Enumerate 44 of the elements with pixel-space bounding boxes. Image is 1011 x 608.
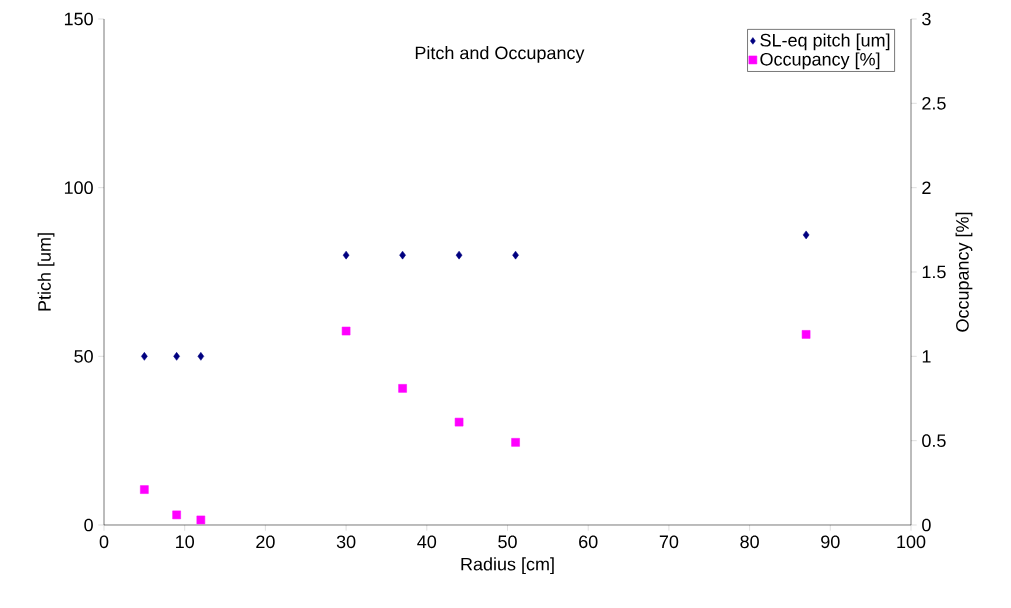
x-tick-label: 70 <box>659 535 679 549</box>
x-tick-label: 0 <box>99 535 109 549</box>
x-axis-title: Radius [cm] <box>461 557 554 575</box>
y2-tick-label: 3 <box>922 12 931 26</box>
point <box>455 250 463 260</box>
point <box>341 326 351 336</box>
x-tick-label: 60 <box>579 535 598 549</box>
x-tick-label: 30 <box>336 535 356 549</box>
y2-axis-title: Occupancy [%] <box>955 212 973 332</box>
point <box>172 510 181 520</box>
point <box>173 352 180 361</box>
y-axis-title: Ptich [um] <box>37 233 55 311</box>
x-tick-label: 90 <box>821 535 840 549</box>
point <box>511 438 520 447</box>
point <box>398 384 407 393</box>
point <box>454 417 464 427</box>
y2-tick-label: 0 <box>922 518 931 532</box>
y-tick-label: 150 <box>64 12 93 26</box>
x-tick-label: 20 <box>256 535 275 549</box>
y2-tick-label: 2 <box>922 181 931 194</box>
y-tick-label: 0 <box>84 518 93 532</box>
x-tick-label: 80 <box>740 535 759 549</box>
legend-label: Occupancy [%] <box>760 52 880 70</box>
point <box>512 250 519 260</box>
x-tick-label: 50 <box>498 535 517 549</box>
x-tick-label: 10 <box>176 535 194 549</box>
y-tick-label: 100 <box>64 181 93 195</box>
point <box>399 250 406 260</box>
y2-tick-label: 0.5 <box>922 434 946 448</box>
point <box>802 230 810 240</box>
text: Pitch and Occupancy <box>415 46 585 63</box>
point <box>801 330 811 339</box>
y2-tick-label: 2.5 <box>922 96 946 110</box>
x-tick-label: 40 <box>417 535 437 549</box>
point <box>342 250 350 260</box>
y-tick-label: 50 <box>74 349 93 363</box>
y2-tick-label: 1 <box>922 350 931 363</box>
legend-label: SL-eq pitch [um] <box>760 33 890 51</box>
point <box>196 515 206 525</box>
y2-tick-label: 1.5 <box>922 265 946 279</box>
x-tick-label: 100 <box>897 535 926 549</box>
point <box>141 352 148 361</box>
point <box>140 485 149 494</box>
point <box>197 352 205 361</box>
